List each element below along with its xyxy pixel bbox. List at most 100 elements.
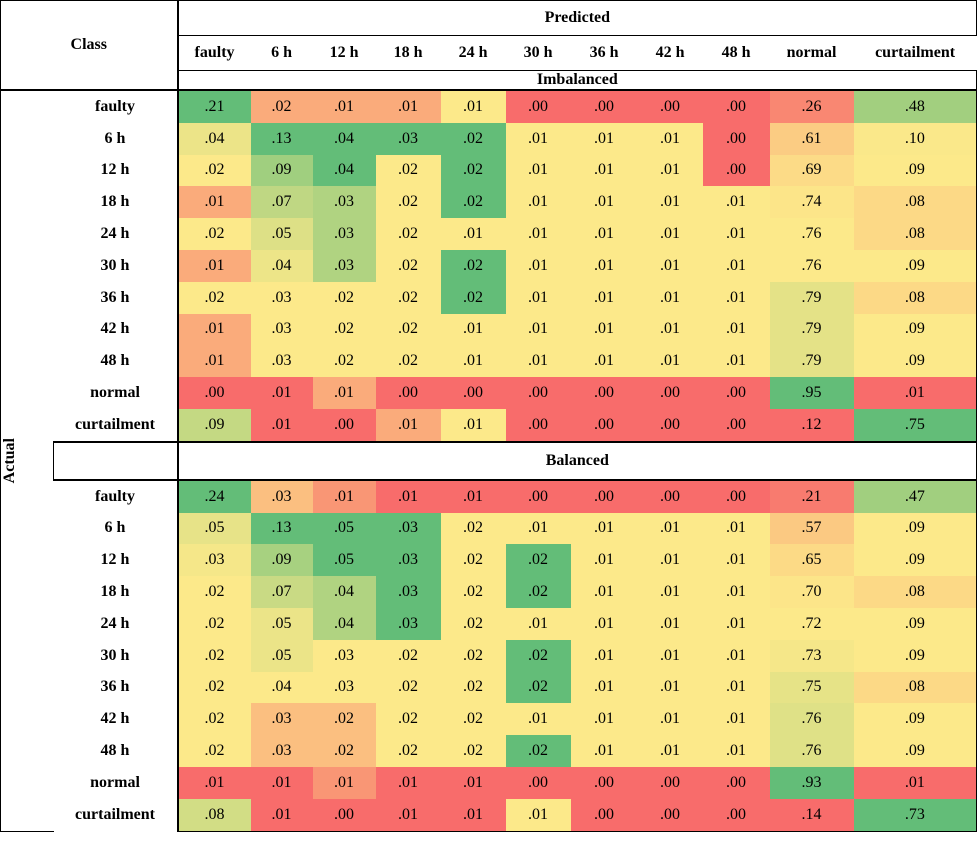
value-cell: .14: [769, 798, 854, 832]
section-title: Balanced: [176, 440, 977, 481]
value-cell: .03: [250, 345, 313, 378]
value-cell: .02: [176, 281, 251, 314]
value-cell: .04: [312, 576, 376, 608]
value-cell: .01: [570, 512, 638, 545]
value-cell: .02: [176, 154, 251, 187]
value-cell: .01: [375, 798, 441, 832]
value-cell: .02: [440, 607, 506, 640]
value-cell: .08: [176, 798, 251, 832]
value-cell: .21: [176, 90, 251, 123]
row-label: normal: [90, 773, 140, 791]
value-cell: .00: [440, 377, 506, 409]
value-cell: .01: [440, 345, 506, 378]
value-cell: .00: [702, 766, 770, 799]
class-header: Class: [0, 0, 178, 91]
value-cell: .02: [440, 122, 506, 155]
value-cell: .02: [176, 607, 251, 640]
value-cell: .76: [769, 735, 854, 767]
value-cell: .13: [250, 512, 313, 545]
value-cell: .01: [176, 345, 251, 378]
value-cell: .00: [570, 90, 638, 123]
column-header: 36 h: [570, 35, 638, 71]
row-label: 12 h: [100, 551, 130, 569]
data-row: 6 h .04.13.04.03.02.01.01.01.00.61.10: [1, 122, 977, 155]
value-cell: .02: [176, 218, 251, 250]
value-cell: .09: [250, 154, 313, 187]
value-cell: .00: [637, 408, 703, 442]
value-cell: .00: [505, 479, 571, 513]
value-cell: .00: [702, 798, 770, 832]
value-cell: .01: [570, 607, 638, 640]
column-header: 24 h: [440, 35, 506, 71]
value-cell: .04: [250, 249, 313, 282]
value-cell: .01: [570, 122, 638, 155]
value-cell: .05: [250, 639, 313, 672]
value-cell: .03: [312, 671, 376, 704]
value-cell: .05: [312, 544, 376, 577]
value-cell: .01: [570, 576, 638, 608]
data-row: curtailment .09.01.00.01.01.00.00.00.00.1…: [1, 408, 977, 442]
row-label: 12 h: [100, 161, 130, 179]
value-cell: .09: [853, 154, 977, 187]
value-cell: .03: [375, 576, 441, 608]
value-cell: .00: [505, 377, 571, 409]
row-label: 42 h: [100, 320, 130, 338]
column-header: 42 h: [637, 35, 703, 71]
value-cell: .02: [375, 218, 441, 250]
value-cell: .00: [312, 798, 376, 832]
value-cell: .01: [176, 766, 251, 799]
value-cell: .01: [570, 639, 638, 672]
value-cell: .05: [250, 607, 313, 640]
value-cell: .79: [769, 281, 854, 314]
value-cell: .07: [250, 186, 313, 219]
value-cell: .02: [375, 639, 441, 672]
data-row: curtailment .08.01.00.01.01.01.00.00.00.1…: [1, 798, 977, 832]
value-cell: .01: [702, 281, 770, 314]
data-row: 18 h .01.07.03.02.02.01.01.01.01.74.08: [1, 186, 977, 219]
value-cell: .76: [769, 703, 854, 736]
value-cell: .00: [570, 377, 638, 409]
value-cell: .01: [250, 408, 313, 442]
value-cell: .03: [312, 249, 376, 282]
row-label: 48 h: [100, 352, 130, 370]
value-cell: .02: [505, 671, 571, 704]
row-label: 36 h: [100, 288, 130, 306]
value-cell: .02: [176, 671, 251, 704]
value-cell: .01: [505, 186, 571, 219]
value-cell: .02: [440, 186, 506, 219]
row-label: curtailment: [75, 805, 155, 823]
value-cell: .01: [702, 249, 770, 282]
row-label: 18 h: [100, 583, 130, 601]
value-cell: .02: [250, 90, 313, 123]
value-cell: .02: [312, 345, 376, 378]
value-cell: .02: [312, 281, 376, 314]
value-cell: .10: [853, 122, 977, 155]
value-cell: .01: [637, 122, 703, 155]
column-header: 30 h: [505, 35, 571, 71]
value-cell: .00: [637, 377, 703, 409]
value-cell: .01: [637, 671, 703, 704]
value-cell: .02: [375, 345, 441, 378]
row-label: 48 h: [100, 742, 130, 760]
value-cell: .04: [250, 671, 313, 704]
row-label: normal: [90, 384, 140, 402]
data-row: 36 h .02.04.03.02.02.02.01.01.01.75.08: [1, 671, 977, 704]
value-cell: .03: [312, 218, 376, 250]
value-cell: .05: [312, 512, 376, 545]
value-cell: .09: [853, 345, 977, 378]
value-cell: .61: [769, 122, 854, 155]
value-cell: .12: [769, 408, 854, 442]
value-cell: .04: [312, 154, 376, 187]
column-header: 6 h: [250, 35, 313, 71]
data-row: 24 h .02.05.03.02.01.01.01.01.01.76.08: [1, 218, 977, 250]
value-cell: .02: [375, 703, 441, 736]
value-cell: .01: [637, 345, 703, 378]
value-cell: .01: [702, 703, 770, 736]
value-cell: .02: [375, 313, 441, 346]
value-cell: .01: [702, 345, 770, 378]
value-cell: .01: [505, 703, 571, 736]
value-cell: .08: [853, 671, 977, 704]
value-cell: .09: [853, 735, 977, 767]
data-row: Actual faulty .21.02.01.01.01.00.00.00.00.…: [0, 88, 977, 832]
value-cell: .02: [440, 671, 506, 704]
